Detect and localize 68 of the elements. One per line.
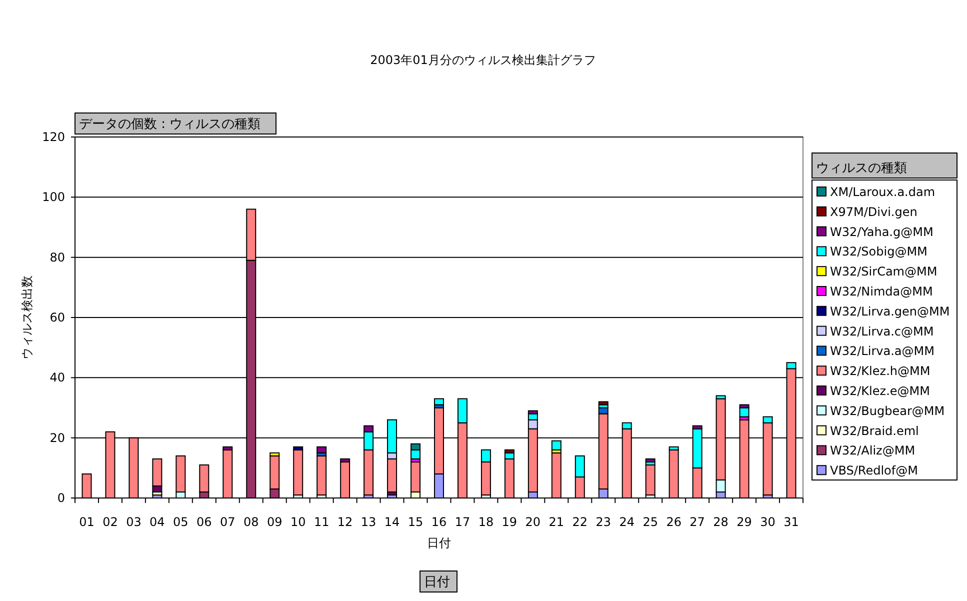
bar (645, 458, 656, 462)
legend-label: W32/Lirva.c@MM (830, 324, 934, 338)
x-tick-label: 23 (596, 515, 612, 529)
x-tick-label: 30 (760, 515, 776, 529)
x-tick-label: 13 (360, 515, 376, 529)
x-tick-label: 22 (572, 515, 588, 529)
x-tick-label: 15 (408, 515, 424, 529)
x-tick-label: 06 (196, 515, 212, 529)
x-tick-label: 31 (784, 515, 799, 529)
y-tick-label: 20 (50, 430, 65, 445)
x-tick-label: 14 (384, 515, 400, 529)
legend-label: X97M/Divi.gen (830, 204, 918, 219)
bar (316, 455, 327, 496)
x-tick-label: 26 (666, 515, 682, 529)
x-tick-label: 08 (243, 515, 259, 529)
y-tick-label: 120 (42, 130, 65, 144)
legend-label: W32/SirCam@MM (830, 264, 938, 279)
x-tick-label: 29 (736, 515, 752, 529)
chart-title: 2003年01月分のウィルス検出集計グラフ (370, 53, 596, 67)
x-tick-label: 05 (173, 515, 188, 529)
y-tick-label: 80 (50, 250, 65, 264)
x-tick-label: 21 (548, 515, 564, 529)
legend-label: W32/Aliz@MM (830, 444, 916, 458)
x-tick-label: 16 (431, 515, 447, 529)
x-tick-label: 20 (525, 515, 541, 529)
legend-label: W32/Braid.eml (830, 424, 919, 438)
bar (551, 440, 562, 450)
legend-label: W32/Bugbear@MM (830, 404, 945, 418)
bar (598, 401, 608, 406)
x-tick-label: 17 (454, 515, 470, 529)
bar (293, 449, 304, 496)
legend-label: W32/Yaha.g@MM (830, 224, 934, 239)
y-tick-label: 60 (50, 310, 65, 324)
y-tick-label: 100 (42, 190, 65, 204)
text: データの個数 : ウィルスの種類 (79, 117, 261, 132)
y-tick-label: 0 (57, 491, 65, 505)
bar (645, 464, 656, 496)
legend-label: W32/Lirva.gen@MM (830, 304, 950, 318)
x-tick-label: 09 (266, 515, 282, 529)
x-tick-label: 27 (690, 515, 705, 529)
legend-title: ウィルスの種類 (816, 161, 907, 176)
y-axis-title: ウィルス検出数 (20, 276, 34, 360)
legend-label: W32/Klez.h@MM (830, 364, 930, 378)
x-tick-label: 01 (79, 515, 94, 529)
legend-label: W32/Lirva.a@MM (830, 344, 934, 358)
legend-label: W32/Klez.e@MM (830, 384, 930, 398)
x-tick-label: 03 (126, 515, 142, 529)
x-tick-label: 11 (314, 515, 330, 529)
x-tick-label: 12 (337, 515, 353, 529)
x-tick-label: 07 (220, 515, 236, 529)
x-tick-label: 25 (642, 515, 658, 529)
legend-label: W32/Sobig@MM (830, 244, 928, 259)
legend-label: W32/Nimda@MM (830, 284, 933, 298)
x-tick-label: 18 (478, 515, 494, 529)
x-tick-label: 04 (150, 515, 165, 529)
x-tick-label: 10 (290, 515, 306, 529)
x-tick-label: 24 (619, 515, 635, 529)
bar (316, 446, 327, 454)
x-tick-label: 19 (502, 515, 518, 529)
x-tick-label: 02 (102, 515, 118, 529)
text: 日付 (424, 575, 450, 590)
y-tick-label: 40 (50, 370, 65, 385)
bar (434, 398, 444, 406)
legend-label: VBS/Redlof@M (830, 464, 918, 478)
x-tick-label: 28 (713, 515, 728, 529)
bar (739, 407, 750, 418)
x-axis-title: 日付 (427, 536, 451, 550)
legend-label: XM/Laroux.a.dam (830, 185, 936, 199)
